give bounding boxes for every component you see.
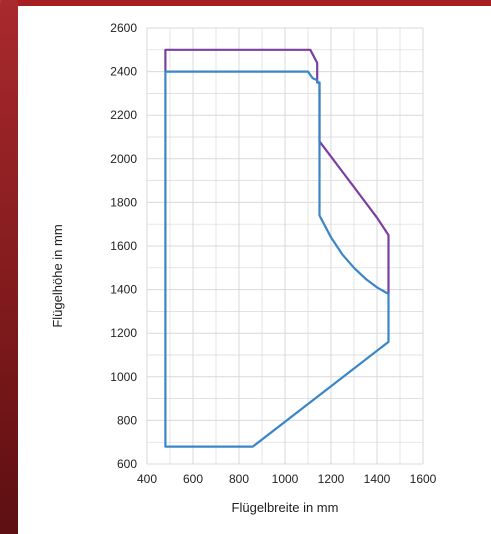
x-tick-label: 1200: [318, 472, 345, 486]
x-tick-label: 600: [183, 472, 203, 486]
series-line-1: [164, 48, 390, 296]
x-tick-label: 1400: [364, 472, 391, 486]
y-tick-label: 1800: [110, 195, 137, 209]
y-tick-label: 1400: [110, 283, 137, 297]
y-tick-label: 800: [117, 413, 137, 427]
x-tick-labels: 400 600 800 1000 1200 1400 1600: [137, 472, 437, 486]
x-tick-label: 1000: [272, 472, 299, 486]
x-axis-label: Flügelbreite in mm: [232, 500, 339, 515]
y-tick-label: 1200: [110, 326, 137, 340]
chart-series: [164, 48, 390, 448]
y-tick-label: 2600: [110, 21, 137, 35]
background-edge: [0, 0, 18, 534]
y-tick-label: 1000: [110, 370, 137, 384]
y-tick-label: 2200: [110, 108, 137, 122]
chart-svg: 400 600 800 1000 1200 1400 1600 60080010001200…: [50, 21, 437, 515]
series-line-2: [164, 70, 390, 448]
chart-card: 400 600 800 1000 1200 1400 1600 600 800 1000 1200…: [18, 6, 491, 534]
y-tick-label: 600: [117, 457, 137, 471]
x-tick-label: 1600: [410, 472, 437, 486]
x-tick-label: 400: [137, 472, 157, 486]
y-tick-label: 2000: [110, 152, 137, 166]
y-tick-labels: 600 800 1000 1200 1400 1600 1800 2000 2200 2400 26…: [110, 21, 137, 471]
y-axis-label: Flügelhöhe in mm: [50, 224, 65, 327]
x-tick-label: 800: [229, 472, 249, 486]
chart-grid: [146, 27, 424, 465]
y-tick-label: 1600: [110, 239, 137, 253]
y-tick-label: 2400: [110, 65, 137, 79]
